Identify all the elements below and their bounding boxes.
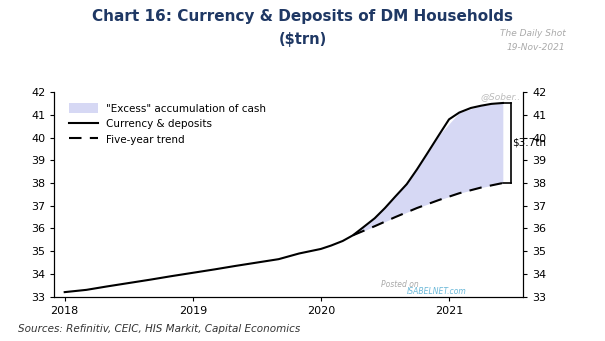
Text: Sources: Refinitiv, CEIC, HIS Markit, Capital Economics: Sources: Refinitiv, CEIC, HIS Markit, Ca…: [18, 324, 301, 334]
Text: ISABELNET.com: ISABELNET.com: [407, 286, 466, 296]
Text: ($trn): ($trn): [278, 32, 327, 47]
Text: Chart 16: Currency & Deposits of DM Households: Chart 16: Currency & Deposits of DM Hous…: [92, 9, 513, 24]
Text: The Daily Shot: The Daily Shot: [500, 29, 566, 38]
Text: $3.7tn: $3.7tn: [512, 138, 546, 148]
Text: Posted on: Posted on: [382, 280, 419, 289]
Text: @Sober..: @Sober..: [480, 92, 521, 101]
Legend: "Excess" accumulation of cash, Currency & deposits, Five-year trend: "Excess" accumulation of cash, Currency …: [64, 99, 270, 149]
Text: 19-Nov-2021: 19-Nov-2021: [507, 43, 566, 51]
